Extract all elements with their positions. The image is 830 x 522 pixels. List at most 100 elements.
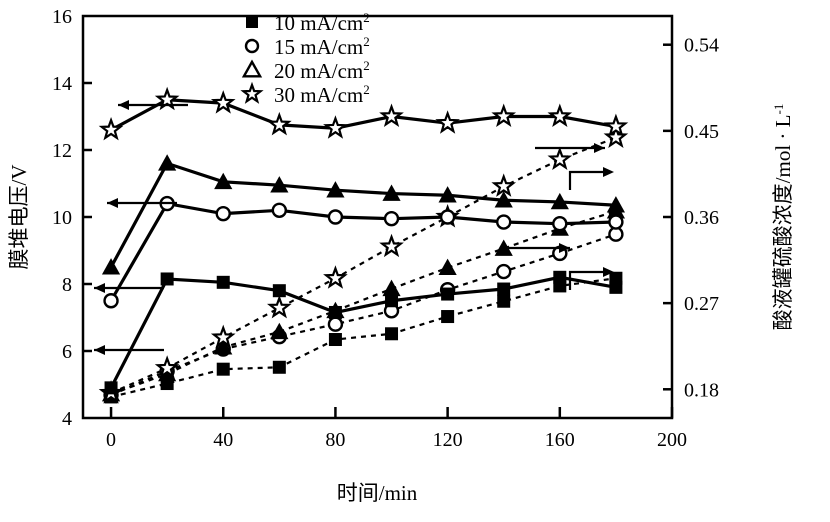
data-point-filled-triangle xyxy=(606,196,626,213)
x-axis-ticks xyxy=(109,407,674,418)
triangle-marker xyxy=(382,184,401,201)
x-tick-label: 40 xyxy=(213,429,233,451)
data-point-open-star xyxy=(379,103,404,127)
data-point-open-star xyxy=(323,265,348,289)
left-tick-label: 10 xyxy=(52,207,72,229)
data-point-open-star xyxy=(323,115,348,139)
left-arrow-square-voltage xyxy=(94,345,164,355)
triangle-marker xyxy=(214,172,233,190)
data-point-open-circle xyxy=(496,263,512,280)
circle-marker xyxy=(271,202,288,219)
triangle-marker xyxy=(270,322,289,340)
x-axis-title: 时间/min xyxy=(337,481,418,505)
data-point-filled-square xyxy=(328,305,342,319)
triangle-marker xyxy=(158,154,177,171)
data-point-filled-triangle xyxy=(382,184,401,201)
arrow-head xyxy=(559,243,570,253)
right-axis-ticks xyxy=(663,43,672,391)
triangle-marker xyxy=(326,181,345,198)
triangle-marker xyxy=(241,59,263,78)
star-marker xyxy=(435,110,460,134)
data-point-open-circle xyxy=(215,205,231,222)
square-marker xyxy=(385,294,399,308)
triangle-marker xyxy=(101,258,121,275)
data-point-open-star xyxy=(210,90,236,114)
data-point-filled-triangle xyxy=(214,172,233,190)
data-point-open-circle xyxy=(608,214,624,230)
series-line xyxy=(110,277,617,399)
circle-marker xyxy=(327,316,344,332)
square-marker xyxy=(441,287,455,301)
data-point-open-circle xyxy=(496,214,512,230)
data-point-filled-triangle xyxy=(438,258,457,276)
arrow-head xyxy=(594,143,605,153)
star-marker xyxy=(491,173,517,197)
right-tick-label: 0.18 xyxy=(684,379,719,401)
series-filled-square-right xyxy=(104,271,623,404)
data-point-filled-triangle xyxy=(382,279,401,297)
data-point-open-star xyxy=(435,110,460,134)
data-point-filled-square xyxy=(272,360,286,374)
legend-item-1: 15 mA/cm2 xyxy=(244,34,370,59)
square-marker xyxy=(328,305,342,319)
data-point-open-circle xyxy=(103,293,119,309)
star-marker xyxy=(154,355,180,379)
data-point-open-star xyxy=(603,113,629,138)
elbow-shaft xyxy=(568,270,606,290)
legend-label-text: 30 mA/cm xyxy=(274,83,363,107)
elbow-shaft xyxy=(568,170,606,190)
square-marker xyxy=(385,327,399,341)
arrow-head xyxy=(94,345,105,355)
square-marker xyxy=(609,280,623,294)
x-tick-label: 0 xyxy=(106,429,116,451)
triangle-marker xyxy=(270,176,289,193)
series-open-star-right xyxy=(98,124,629,404)
circle-marker xyxy=(383,210,400,227)
data-point-open-circle xyxy=(383,210,400,227)
legend-label: 15 mA/cm2 xyxy=(274,34,370,59)
right-arrow-triangle-conc xyxy=(568,167,614,190)
series-line xyxy=(110,210,617,396)
left-tick-label: 12 xyxy=(52,140,72,162)
right-axis-title-group: 酸液罐硫酸浓度/mol · L-1 xyxy=(771,104,795,331)
arrow-head xyxy=(94,283,105,293)
star-marker xyxy=(603,113,629,138)
legend-label: 20 mA/cm2 xyxy=(274,58,370,83)
data-point-open-circle xyxy=(552,215,568,232)
square-marker xyxy=(497,282,511,296)
data-point-open-star xyxy=(154,355,180,379)
series-line xyxy=(110,233,617,397)
data-point-filled-square xyxy=(216,362,230,376)
data-point-open-star xyxy=(210,324,236,349)
legend-label: 30 mA/cm2 xyxy=(274,82,370,107)
triangle-marker xyxy=(550,192,569,210)
star-marker xyxy=(547,103,573,127)
data-point-filled-square xyxy=(385,327,399,341)
series-line xyxy=(109,201,616,302)
left-axis-ticks xyxy=(83,81,92,353)
data-point-filled-triangle xyxy=(326,181,345,198)
data-point-open-circle xyxy=(327,209,344,225)
data-point-filled-square xyxy=(497,294,511,308)
star-marker xyxy=(491,103,517,127)
circle-marker xyxy=(439,209,456,225)
data-point-open-star xyxy=(379,233,404,258)
right-arrow-circle-conc xyxy=(500,243,570,253)
data-point-filled-square xyxy=(104,381,118,395)
data-point-filled-triangle xyxy=(270,176,289,193)
series-line xyxy=(109,275,617,389)
star-marker xyxy=(267,294,292,319)
left-axis-tick-labels: 4 6 8 10 12 14 16 xyxy=(52,6,72,430)
square-marker xyxy=(497,294,511,308)
circle-marker xyxy=(496,263,512,280)
square-marker xyxy=(246,16,258,28)
data-point-filled-triangle xyxy=(494,191,513,208)
left-tick-label: 16 xyxy=(52,6,72,28)
series-open-circle-right xyxy=(103,226,624,403)
legend-label-superscript: 2 xyxy=(363,58,370,73)
right-axis-tick-labels: 0.18 0.27 0.36 0.45 0.54 xyxy=(684,35,719,402)
left-tick-label: 14 xyxy=(52,73,72,95)
triangle-marker xyxy=(606,196,626,213)
star-marker xyxy=(547,146,573,171)
